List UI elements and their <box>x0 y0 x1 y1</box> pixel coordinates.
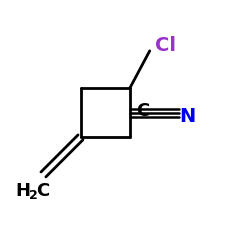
Text: C: C <box>36 182 49 200</box>
Text: Cl: Cl <box>155 36 176 56</box>
Text: C: C <box>136 102 149 120</box>
Text: 2: 2 <box>28 190 37 202</box>
Text: H: H <box>15 182 30 200</box>
Text: N: N <box>180 107 196 126</box>
